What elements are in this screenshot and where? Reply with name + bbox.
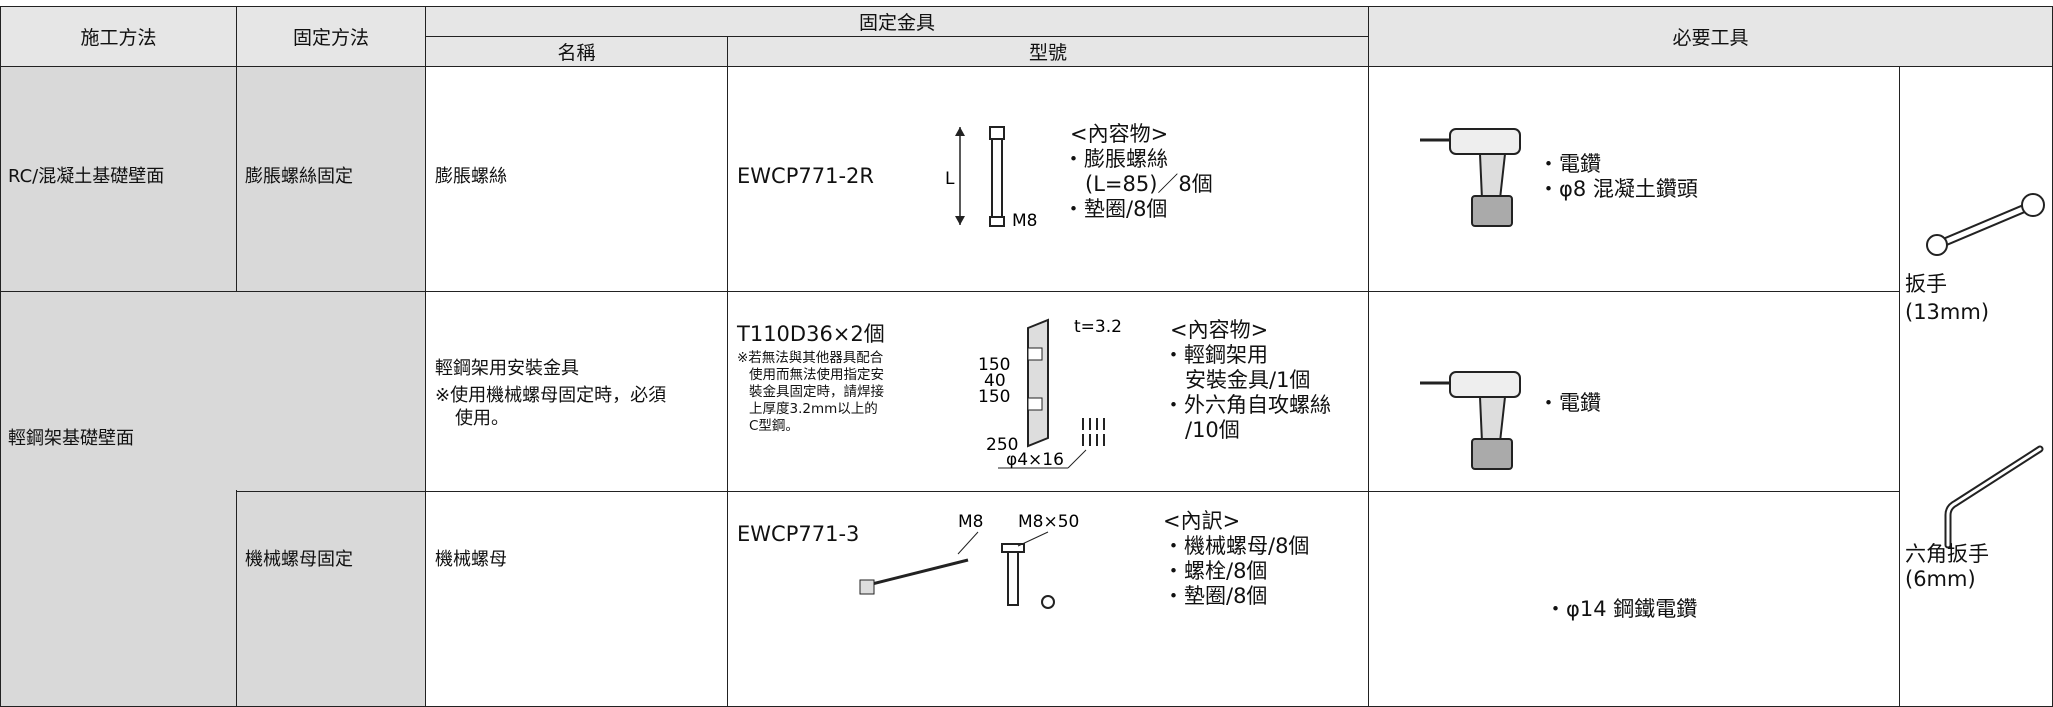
- wrench-icon: [1926, 193, 2045, 256]
- diagram-label: φ4×16: [1006, 450, 1064, 470]
- tool-name: 六角扳手: [1905, 542, 1989, 566]
- header-cell: 必要工具: [1368, 6, 2053, 67]
- bolt-icon: M8 M8×50: [859, 512, 1079, 609]
- cell: [0, 490, 237, 707]
- header-text: 型號: [1028, 42, 1067, 64]
- note: ※使用機械螺母固定時，必須: [435, 385, 667, 406]
- contents: ・螺栓/8個: [1163, 559, 1268, 583]
- contents: ・墊圈/8個: [1163, 584, 1268, 608]
- diagram-label: 150: [978, 387, 1010, 407]
- bracket-icon: t=3.2 150 40 150 250 φ4×16: [978, 317, 1122, 470]
- model: EWCP771-2R: [737, 164, 874, 188]
- fixing: 膨脹螺絲固定: [245, 166, 353, 187]
- cell: [1899, 66, 2053, 707]
- header-cell: 施工方法: [0, 6, 237, 67]
- note: 上厚度3.2mm以上的: [749, 401, 878, 417]
- note: 裝金具固定時，請焊接: [749, 384, 884, 400]
- note: 使用而無法使用指定安: [749, 367, 884, 383]
- drill-icon: [1420, 371, 1521, 470]
- contents: <內容物>: [1070, 122, 1169, 146]
- tool: ・電鑽: [1538, 152, 1601, 176]
- diagram-label: M8: [958, 512, 983, 532]
- tool-name: 扳手: [1905, 272, 1947, 296]
- tool-size: (13mm): [1905, 300, 1990, 324]
- contents: /10個: [1185, 418, 1240, 442]
- header-cell: 名稱: [425, 36, 728, 67]
- model: T110D36×2個: [737, 322, 885, 346]
- fixing: 機械螺母固定: [245, 549, 353, 570]
- contents: <內訳>: [1163, 509, 1241, 533]
- header-text: 施工方法: [80, 27, 157, 49]
- anchor-bolt-icon: L M8: [945, 126, 1037, 231]
- cell: [236, 66, 426, 292]
- diagram-label: 40: [984, 371, 1006, 391]
- method: 輕鋼架基礎壁面: [8, 428, 134, 449]
- tool: ・φ8 混凝土鑽頭: [1538, 177, 1698, 201]
- tool: ・電鑽: [1538, 391, 1601, 415]
- method: RC/混凝土基礎壁面: [8, 166, 165, 187]
- contents: ・膨脹螺絲: [1063, 147, 1168, 171]
- header-text: 固定金具: [858, 12, 935, 34]
- contents: (L=85)／8個: [1085, 172, 1213, 196]
- note: ※若無法與其他器具配合: [737, 350, 884, 366]
- cell: [0, 291, 426, 492]
- diagram-label: 250: [986, 435, 1018, 455]
- diagram-label: L: [945, 169, 955, 189]
- drill-icon: [1420, 128, 1521, 227]
- contents: ・輕鋼架用: [1163, 343, 1268, 367]
- note: 使用。: [455, 408, 509, 429]
- cell: [425, 491, 728, 707]
- header-cell: 固定方法: [236, 6, 426, 67]
- contents: ・機械螺母/8個: [1163, 534, 1310, 558]
- hex-key-icon: [1944, 445, 2044, 549]
- part-name: 輕鋼架用安裝金具: [435, 358, 579, 379]
- part-name: 機械螺母: [435, 549, 507, 570]
- part-name: 膨脹螺絲: [435, 166, 507, 187]
- contents: ・外六角自攻螺絲: [1163, 393, 1331, 417]
- header-text: 必要工具: [1672, 27, 1749, 49]
- tool: ・φ14 鋼鐵電鑽: [1545, 597, 1698, 621]
- header-text: 名稱: [557, 42, 596, 64]
- diagram-label: 150: [978, 355, 1010, 375]
- cell: [0, 66, 237, 292]
- header-cell: 型號: [727, 36, 1369, 67]
- tool-size: (6mm): [1905, 567, 1976, 591]
- cell: [236, 491, 426, 707]
- contents: <內容物>: [1170, 318, 1269, 342]
- note: C型鋼。: [749, 418, 799, 434]
- contents: 安裝金具/1個: [1185, 368, 1311, 392]
- contents: ・墊圈/8個: [1063, 197, 1168, 221]
- diagram-label: M8×50: [1018, 512, 1079, 532]
- model: EWCP771-3: [737, 522, 860, 546]
- diagram-label: M8: [1012, 211, 1037, 231]
- diagram-label: t=3.2: [1074, 317, 1122, 337]
- header-text: 固定方法: [292, 27, 369, 49]
- header-cell: 固定金具: [425, 6, 1369, 37]
